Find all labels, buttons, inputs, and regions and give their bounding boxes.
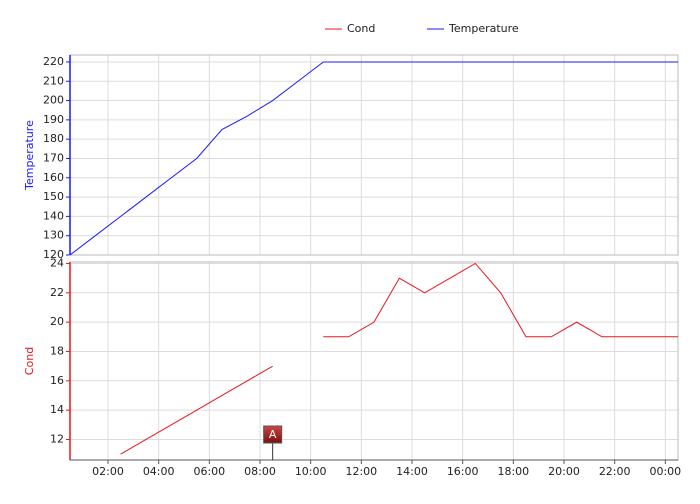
x-tick-label: 10:00 bbox=[295, 465, 327, 478]
y-tick-label: 16 bbox=[50, 374, 64, 387]
y-tick-label: 18 bbox=[50, 344, 64, 357]
y-tick-label: 120 bbox=[43, 248, 64, 261]
x-tick-label: 22:00 bbox=[599, 465, 631, 478]
y-tick-label: 12 bbox=[50, 432, 64, 445]
x-tick-label: 16:00 bbox=[447, 465, 479, 478]
x-tick-label: 06:00 bbox=[193, 465, 225, 478]
x-tick-label: 00:00 bbox=[649, 465, 681, 478]
y-tick-label: 160 bbox=[43, 171, 64, 184]
y-tick-label: 14 bbox=[50, 403, 64, 416]
x-tick-label: 04:00 bbox=[143, 465, 175, 478]
y-tick-label: 220 bbox=[43, 55, 64, 68]
y-tick-label: 150 bbox=[43, 190, 64, 203]
y-tick-label: 170 bbox=[43, 151, 64, 164]
y-tick-label: 130 bbox=[43, 229, 64, 242]
x-tick-label: 14:00 bbox=[396, 465, 428, 478]
legend-label: Cond bbox=[347, 22, 375, 35]
x-tick-label: 18:00 bbox=[497, 465, 529, 478]
y-tick-label: 210 bbox=[43, 74, 64, 87]
legend-label: Temperature bbox=[448, 22, 519, 35]
x-tick-label: 12:00 bbox=[345, 465, 377, 478]
x-tick-label: 02:00 bbox=[92, 465, 124, 478]
y-tick-label: 24 bbox=[50, 256, 64, 269]
annotation-flag bbox=[263, 425, 283, 444]
y-tick-label: 20 bbox=[50, 315, 64, 328]
series-line bbox=[120, 262, 678, 455]
y-tick-label: 140 bbox=[43, 209, 64, 222]
y-tick-label: 190 bbox=[43, 113, 64, 126]
series-line bbox=[69, 61, 678, 256]
y-tick-label: 22 bbox=[50, 286, 64, 299]
x-tick-label: 20:00 bbox=[548, 465, 580, 478]
y-axis-title: Temperature bbox=[23, 120, 36, 191]
plot-frame bbox=[69, 54, 679, 256]
y-tick-label: 200 bbox=[43, 94, 64, 107]
y-tick-label: 180 bbox=[43, 132, 64, 145]
y-axis-title: Cond bbox=[23, 347, 36, 375]
x-tick-label: 08:00 bbox=[244, 465, 276, 478]
annotation-label: A bbox=[269, 428, 277, 441]
